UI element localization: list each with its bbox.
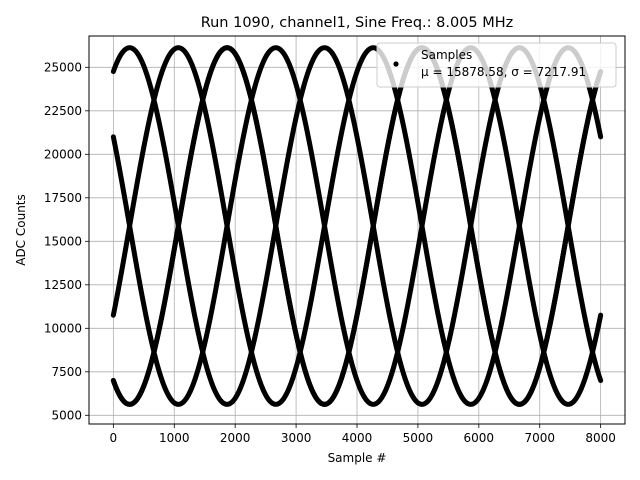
x-tick-label: 2000 — [220, 431, 251, 445]
x-tick-label: 6000 — [464, 431, 495, 445]
legend-entry-samples: Samples — [421, 48, 472, 62]
y-tick-label: 7500 — [51, 365, 82, 379]
x-tick-label: 3000 — [281, 431, 312, 445]
legend-box — [376, 42, 617, 88]
x-tick-label: 7000 — [524, 431, 555, 445]
y-tick-label: 17500 — [44, 191, 82, 205]
y-tick-label: 25000 — [44, 60, 82, 74]
sample-trace-3 — [110, 45, 604, 407]
y-tick-label: 22500 — [44, 104, 82, 118]
x-tick-label: 5000 — [403, 431, 434, 445]
y-tick-label: 10000 — [44, 321, 82, 335]
legend-entry-stats: μ = 15878.58, σ = 7217.91 — [421, 65, 586, 79]
x-tick-label: 1000 — [159, 431, 190, 445]
y-tick-label: 12500 — [44, 278, 82, 292]
chart-title: Run 1090, channel1, Sine Freq.: 8.005 MH… — [201, 15, 514, 31]
y-tick-label: 5000 — [51, 408, 82, 422]
x-tick-label: 4000 — [342, 431, 373, 445]
legend: Samples μ = 15878.58, σ = 7217.91 — [376, 42, 617, 88]
x-tick-label: 0 — [110, 431, 118, 445]
y-tick-label: 20000 — [44, 147, 82, 161]
x-axis-label: Sample # — [328, 451, 387, 465]
y-axis-label: ADC Counts — [14, 194, 28, 266]
y-tick-label: 15000 — [44, 234, 82, 248]
sample-trace-4 — [110, 45, 604, 407]
x-tick-label: 8000 — [585, 431, 616, 445]
legend-marker — [393, 61, 399, 67]
ticks: 0 1000 2000 3000 4000 5000 6000 7000 8000 5000 750… — [44, 60, 616, 445]
